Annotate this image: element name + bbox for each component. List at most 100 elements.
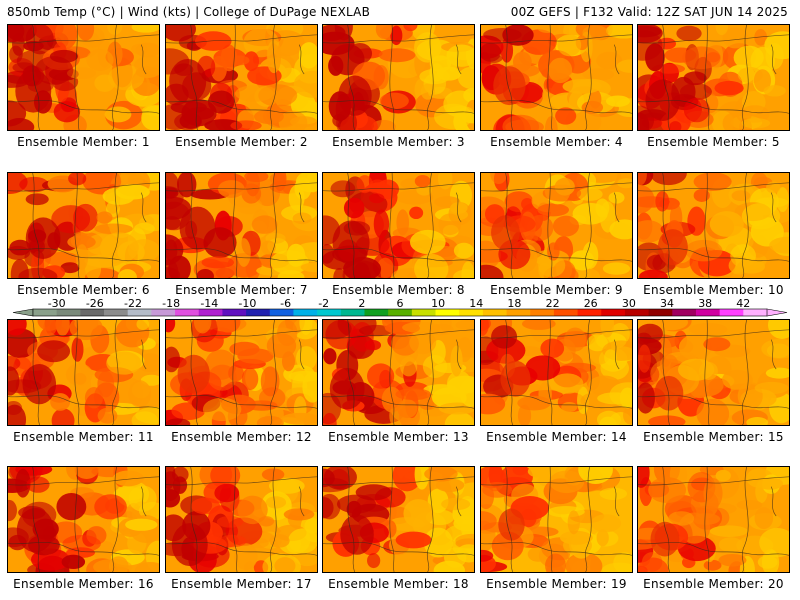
colorbar-tick-label: 26 <box>584 297 598 310</box>
ensemble-member-label: Ensemble Member: 6 <box>17 283 150 297</box>
colorbar-tick-label: 6 <box>397 297 404 310</box>
temperature-map <box>8 467 159 572</box>
colorbar-tick-label: 38 <box>698 297 712 310</box>
colorbar-swatch <box>56 309 81 316</box>
ensemble-member-label: Ensemble Member: 16 <box>13 577 154 591</box>
colorbar-swatch <box>340 309 365 316</box>
ensemble-panel <box>7 466 160 573</box>
temperature-map <box>323 173 474 278</box>
header-right-title: 00Z GEFS | F132 Valid: 12Z SAT JUN 14 20… <box>510 5 788 19</box>
colorbar-swatch <box>222 309 247 316</box>
ensemble-member-label: Ensemble Member: 12 <box>171 430 312 444</box>
colorbar-tick-label: 10 <box>431 297 445 310</box>
ensemble-panel <box>322 172 475 279</box>
ensemble-member-label: Ensemble Member: 15 <box>643 430 784 444</box>
colorbar-swatch <box>198 309 223 316</box>
colorbar-swatch <box>411 309 436 316</box>
colorbar-swatch <box>506 309 531 316</box>
temperature-map <box>166 467 317 572</box>
colorbar-swatch <box>104 309 129 316</box>
ensemble-member-label: Ensemble Member: 17 <box>171 577 312 591</box>
colorbar-swatch <box>33 309 58 316</box>
ensemble-member-label: Ensemble Member: 3 <box>332 135 465 149</box>
ensemble-panel <box>637 172 790 279</box>
temperature-map <box>481 320 632 425</box>
colorbar-tick-label: -6 <box>280 297 291 310</box>
ensemble-panel <box>322 466 475 573</box>
ensemble-member-label: Ensemble Member: 20 <box>643 577 784 591</box>
colorbar-tick-label: -22 <box>124 297 142 310</box>
ensemble-member-label: Ensemble Member: 5 <box>647 135 780 149</box>
ensemble-panel <box>637 24 790 131</box>
ensemble-panel <box>7 319 160 426</box>
temperature-map <box>166 320 317 425</box>
colorbar-swatch <box>388 309 413 316</box>
colorbar-swatch <box>435 309 460 316</box>
colorbar-max-arrow <box>766 308 788 317</box>
colorbar-swatch <box>80 309 105 316</box>
colorbar-tick-label: 2 <box>358 297 365 310</box>
temperature-map <box>481 173 632 278</box>
temperature-map <box>323 25 474 130</box>
ensemble-panel <box>637 319 790 426</box>
colorbar-swatch <box>648 309 673 316</box>
temperature-map <box>638 320 789 425</box>
ensemble-member-label: Ensemble Member: 9 <box>490 283 623 297</box>
ensemble-panel <box>7 172 160 279</box>
colorbar-tick-label: -10 <box>238 297 256 310</box>
colorbar-tick-label: 30 <box>622 297 636 310</box>
colorbar-tick-label: -30 <box>48 297 66 310</box>
colorbar-swatch <box>459 309 484 316</box>
ensemble-panel <box>480 319 633 426</box>
temperature-colorbar: -30 -26 -22 -18 -14 -10 -6 -2 2 6 10 14 18 22 26 30 34 38… <box>0 296 800 320</box>
header-left-title: 850mb Temp (°C) | Wind (kts) | College o… <box>7 5 371 19</box>
temperature-map <box>638 25 789 130</box>
ensemble-member-label: Ensemble Member: 11 <box>13 430 154 444</box>
colorbar-swatch <box>127 309 152 316</box>
colorbar-tick-label: 14 <box>469 297 483 310</box>
ensemble-member-label: Ensemble Member: 10 <box>643 283 784 297</box>
colorbar-swatch <box>293 309 318 316</box>
colorbar-tick-label: -14 <box>200 297 218 310</box>
colorbar-swatch <box>269 309 294 316</box>
colorbar-tick-label: -26 <box>86 297 104 310</box>
ensemble-panel <box>7 24 160 131</box>
temperature-map <box>166 173 317 278</box>
colorbar-swatch <box>577 309 602 316</box>
ensemble-member-label: Ensemble Member: 1 <box>17 135 150 149</box>
colorbar-tick-label: 34 <box>660 297 674 310</box>
colorbar-swatch <box>672 309 697 316</box>
colorbar-swatch <box>364 309 389 316</box>
ensemble-member-label: Ensemble Member: 13 <box>328 430 469 444</box>
ensemble-panel <box>165 172 318 279</box>
colorbar-tick-label: -18 <box>162 297 180 310</box>
colorbar-svg: -30 -26 -22 -18 -14 -10 -6 -2 2 6 10 14 18 22 26 30 34 38… <box>12 297 788 317</box>
colorbar-swatch <box>624 309 650 316</box>
colorbar-swatch <box>695 309 721 316</box>
temperature-map <box>323 320 474 425</box>
colorbar-swatch <box>530 309 555 316</box>
temperature-map <box>166 25 317 130</box>
temperature-map <box>8 320 159 425</box>
ensemble-panel <box>322 319 475 426</box>
colorbar-swatch <box>151 309 176 316</box>
colorbar-tick-label: 42 <box>736 297 750 310</box>
temperature-map <box>481 467 632 572</box>
temperature-map <box>638 173 789 278</box>
colorbar-swatch <box>601 309 626 316</box>
ensemble-member-label: Ensemble Member: 18 <box>328 577 469 591</box>
colorbar-swatch <box>317 309 342 316</box>
temperature-map <box>8 25 159 130</box>
ensemble-member-label: Ensemble Member: 7 <box>175 283 308 297</box>
temperature-map <box>638 467 789 572</box>
ensemble-panel <box>165 466 318 573</box>
ensemble-panel <box>165 319 318 426</box>
colorbar-swatch <box>246 309 271 316</box>
temperature-map <box>481 25 632 130</box>
colorbar-tick-label: -2 <box>318 297 329 310</box>
ensemble-member-label: Ensemble Member: 2 <box>175 135 308 149</box>
ensemble-panel <box>480 466 633 573</box>
colorbar-swatch <box>719 309 744 316</box>
ensemble-panel <box>480 24 633 131</box>
